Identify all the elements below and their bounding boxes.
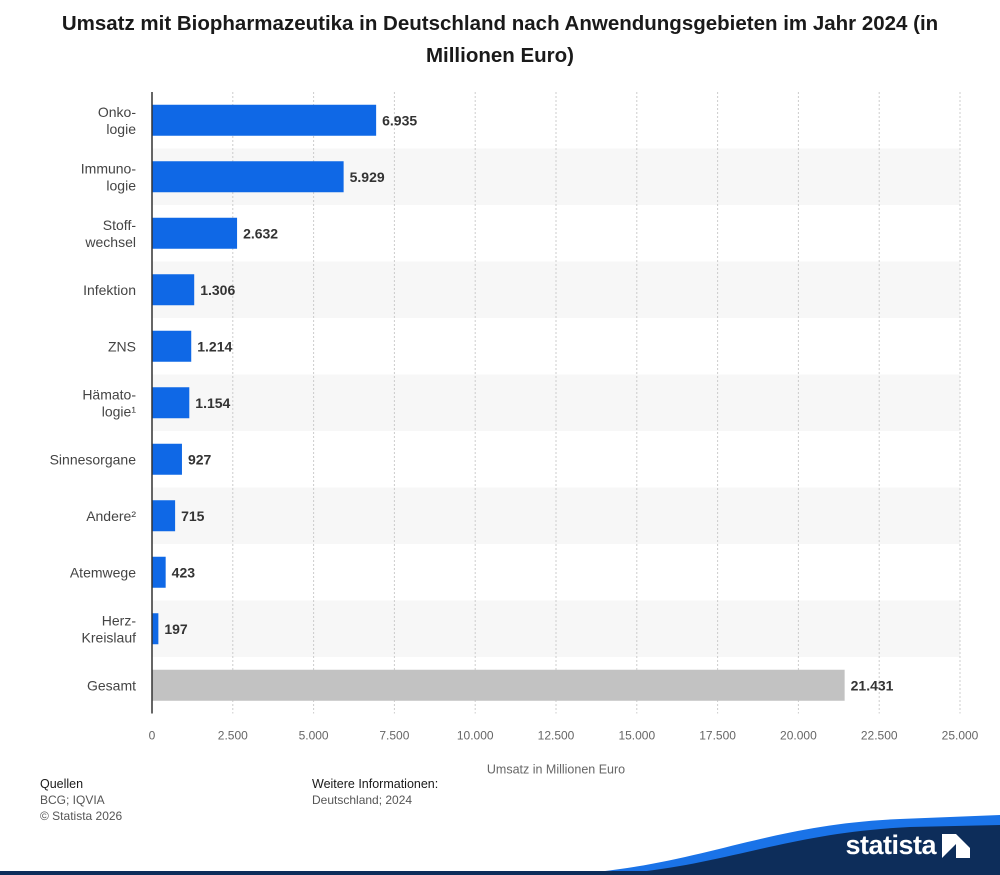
footer-wave-main	[600, 825, 1000, 875]
category-label: Sinnesorgane	[50, 451, 137, 467]
value-label: 715	[181, 508, 205, 524]
x-tick-label: 17.500	[699, 729, 736, 743]
value-label: 6.935	[382, 112, 417, 128]
footer-wave	[0, 815, 1000, 875]
category-label-line: Kreislauf	[82, 629, 137, 645]
bar	[152, 443, 182, 475]
x-tick-label: 7.500	[379, 729, 409, 743]
category-label: Herz-Kreislauf	[82, 612, 137, 645]
category-label-line: Onko-	[98, 104, 136, 120]
bar	[152, 161, 344, 193]
footer-bottom-line	[0, 871, 1000, 875]
bar	[152, 104, 377, 136]
x-tick-label: 22.500	[861, 729, 898, 743]
bar	[152, 217, 238, 249]
category-labels: Onko-logieImmuno-logieStoff-wechselInfek…	[50, 104, 137, 694]
statista-wordmark: statista	[845, 830, 936, 860]
x-tick-label: 0	[149, 729, 156, 743]
sources-heading: Quellen	[40, 777, 84, 791]
category-label: Infektion	[83, 282, 136, 298]
bar	[152, 387, 190, 419]
category-label-line: ZNS	[108, 338, 136, 354]
category-label: Atemwege	[70, 564, 136, 580]
category-label: Onko-logie	[98, 104, 136, 137]
bar	[152, 330, 192, 362]
bar	[152, 669, 845, 701]
category-label-line: logie	[106, 177, 136, 193]
category-label-line: Andere²	[86, 508, 136, 524]
copyright: © Statista 2026	[40, 809, 123, 823]
value-label: 2.632	[243, 225, 278, 241]
category-label-line: Gesamt	[87, 677, 136, 693]
statista-logo[interactable]: statista	[845, 830, 970, 861]
gridlines	[232, 92, 961, 714]
category-label-line: Sinnesorgane	[50, 451, 137, 467]
bar	[152, 556, 166, 588]
value-label: 197	[164, 621, 188, 637]
statista-mark-icon	[942, 833, 970, 858]
sources-block: Quellen BCG; IQVIA © Statista 2026	[40, 776, 122, 824]
x-tick-label: 5.000	[299, 729, 329, 743]
value-label: 1.214	[197, 338, 232, 354]
x-axis-title: Umsatz in Millionen Euro	[487, 763, 625, 777]
row-band	[152, 374, 960, 431]
category-label-line: wechsel	[84, 234, 136, 250]
x-tick-label: 20.000	[780, 729, 817, 743]
category-label-line: Herz-	[102, 612, 137, 628]
category-label-line: logie	[106, 121, 136, 137]
value-labels: 6.935 5.929 2.632 1.306 1.214 1.154 927 715 423 1…	[164, 112, 893, 693]
value-label: 5.929	[350, 169, 385, 185]
chart-title: Umsatz mit Biopharmazeutika in Deutschla…	[61, 12, 939, 67]
value-label: 927	[188, 451, 212, 467]
value-label: 21.431	[851, 677, 894, 693]
x-tick-label: 10.000	[457, 729, 494, 743]
category-label-line: Immuno-	[81, 160, 137, 176]
more-info-block: Weitere Informationen: Deutschland; 2024	[312, 776, 438, 808]
value-label: 1.154	[195, 395, 230, 411]
category-label-line: Hämato-	[82, 386, 136, 402]
category-label: Hämato-logie¹	[82, 386, 136, 419]
more-info-heading: Weitere Informationen:	[312, 777, 439, 791]
bar	[152, 274, 195, 306]
sources-text: BCG; IQVIA	[40, 793, 105, 807]
bar-chart: Onko-logieImmuno-logieStoff-wechselInfek…	[50, 92, 979, 777]
row-band	[152, 487, 960, 544]
category-label: Andere²	[86, 508, 136, 524]
category-label: Stoff-wechsel	[84, 217, 136, 250]
x-tick-label: 2.500	[218, 729, 248, 743]
category-label-line: Stoff-	[103, 217, 137, 233]
category-label: ZNS	[108, 338, 136, 354]
category-label: Immuno-logie	[81, 160, 137, 193]
bars	[152, 104, 845, 701]
value-label: 423	[172, 564, 196, 580]
category-label: Gesamt	[87, 677, 136, 693]
category-label-line: Atemwege	[70, 564, 136, 580]
category-label-line: Infektion	[83, 282, 136, 298]
x-ticks: 0 2.500 5.000 7.500 10.000 12.500 15.000 17.500…	[149, 729, 979, 743]
more-info-text: Deutschland; 2024	[312, 793, 413, 807]
value-label: 1.306	[200, 282, 235, 298]
x-tick-label: 25.000	[942, 729, 979, 743]
bar	[152, 613, 159, 645]
bar	[152, 500, 176, 532]
x-tick-label: 12.500	[538, 729, 575, 743]
category-label-line: logie¹	[102, 403, 137, 419]
x-tick-label: 15.000	[618, 729, 655, 743]
